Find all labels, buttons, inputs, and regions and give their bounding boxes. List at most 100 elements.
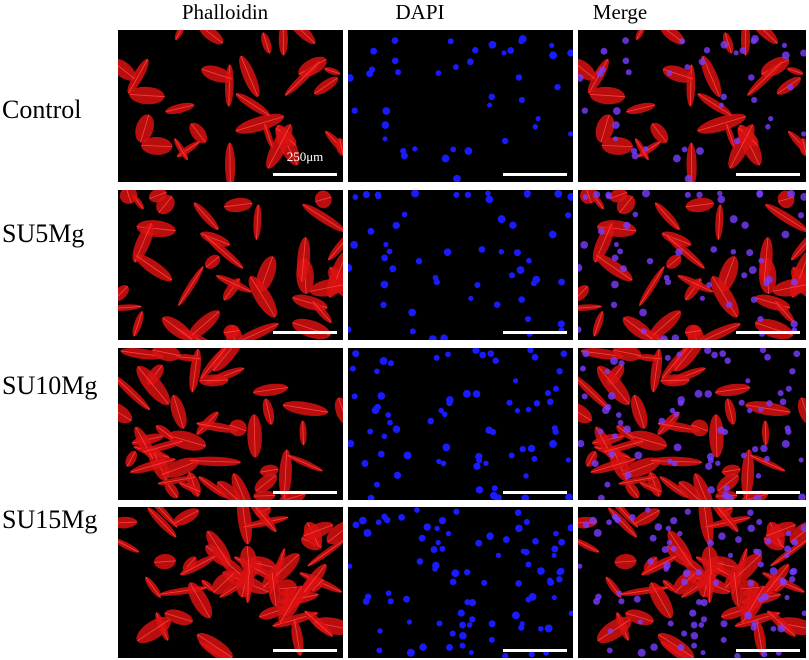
nucleus — [720, 620, 728, 628]
fiber — [284, 61, 320, 96]
nucleus — [488, 93, 496, 101]
nucleus — [568, 131, 573, 137]
nucleus — [551, 594, 557, 601]
nucleus — [518, 624, 525, 631]
nucleus — [747, 580, 755, 587]
nucleus — [363, 528, 372, 537]
nucleus — [472, 47, 479, 54]
nucleus — [661, 546, 669, 554]
nucleus — [706, 452, 715, 461]
nucleus — [623, 221, 631, 230]
nucleus — [488, 620, 496, 628]
fiber — [287, 454, 323, 472]
nucleus — [548, 230, 557, 239]
nucleus — [481, 579, 488, 586]
nucleus — [764, 537, 772, 545]
fiber — [711, 276, 738, 318]
fiber — [135, 426, 154, 459]
nucleus — [521, 494, 530, 500]
fiber — [674, 348, 704, 372]
nucleus — [567, 49, 573, 57]
fiber — [315, 196, 332, 202]
fiber — [174, 138, 188, 161]
nucleus — [531, 455, 538, 462]
nucleus — [607, 392, 616, 400]
nucleus — [473, 462, 481, 470]
fiber — [205, 235, 244, 269]
fiber — [235, 116, 284, 132]
nucleus — [781, 51, 790, 60]
nucleus — [464, 599, 471, 606]
fiber — [614, 560, 637, 563]
nucleus — [681, 146, 688, 153]
nucleus — [352, 350, 360, 358]
nucleus — [733, 137, 741, 145]
nucleus — [462, 389, 471, 398]
nucleus — [526, 257, 532, 264]
nucleus — [612, 121, 620, 129]
nucleus — [613, 241, 619, 248]
fiber — [240, 507, 249, 545]
micrograph-panel — [348, 190, 573, 340]
nucleus — [452, 64, 459, 70]
nucleus — [386, 248, 393, 255]
fiber — [149, 191, 167, 200]
nucleus — [751, 96, 758, 104]
nucleus — [549, 439, 557, 448]
nucleus — [739, 47, 747, 54]
nucleus — [676, 351, 683, 358]
fiber — [189, 582, 211, 619]
fiber — [585, 190, 592, 204]
nucleus — [784, 553, 790, 559]
nucleus — [777, 390, 784, 397]
nucleus — [464, 191, 472, 199]
nucleus — [798, 493, 806, 500]
nucleus — [544, 390, 551, 397]
fiber — [279, 493, 306, 500]
nucleus — [581, 107, 588, 114]
fiber — [240, 55, 259, 97]
fiber — [143, 507, 178, 528]
nucleus — [377, 392, 386, 400]
fiber — [125, 190, 132, 204]
nucleus — [436, 458, 442, 465]
nucleus — [519, 445, 526, 453]
fiber — [224, 202, 253, 208]
nucleus — [387, 419, 393, 426]
nucleus — [748, 74, 755, 81]
fiber — [636, 30, 645, 40]
nucleus — [671, 460, 678, 467]
nucleus — [694, 389, 703, 398]
fiber — [724, 32, 732, 54]
nucleus — [348, 326, 352, 333]
fiber — [600, 114, 610, 143]
nucleus — [442, 443, 451, 452]
fiber — [633, 394, 645, 429]
nucleus — [606, 519, 612, 526]
nucleus — [667, 458, 673, 465]
nucleus — [493, 301, 501, 309]
nucleus — [468, 295, 474, 301]
nucleus — [800, 193, 806, 201]
nucleus — [582, 521, 590, 529]
nucleus — [387, 598, 394, 605]
fiber — [660, 379, 690, 382]
fiber — [137, 366, 170, 405]
fiber — [666, 256, 681, 268]
nucleus — [450, 146, 457, 153]
nucleus — [677, 530, 683, 537]
nucleus — [789, 368, 796, 375]
nucleus — [406, 619, 413, 625]
nucleus — [383, 241, 389, 248]
nucleus — [400, 147, 407, 155]
nucleus — [793, 350, 801, 358]
nucleus — [787, 83, 794, 91]
nucleus — [530, 280, 537, 287]
nucleus — [717, 190, 723, 197]
fiber — [212, 348, 242, 372]
fiber — [271, 572, 277, 607]
nucleus — [441, 154, 450, 163]
nucleus — [707, 486, 715, 494]
nucleus — [781, 230, 790, 239]
scale-bar — [736, 491, 800, 494]
